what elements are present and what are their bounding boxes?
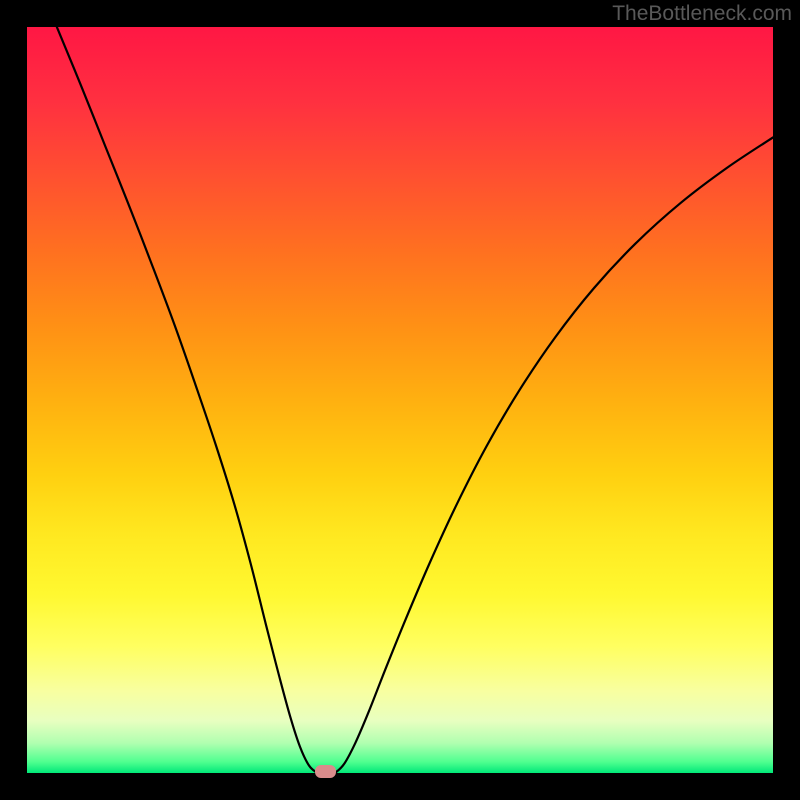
watermark-text: TheBottleneck.com — [612, 2, 792, 26]
chart-plot-area — [27, 27, 773, 773]
optimum-marker — [315, 765, 336, 778]
bottleneck-curve — [27, 27, 773, 773]
